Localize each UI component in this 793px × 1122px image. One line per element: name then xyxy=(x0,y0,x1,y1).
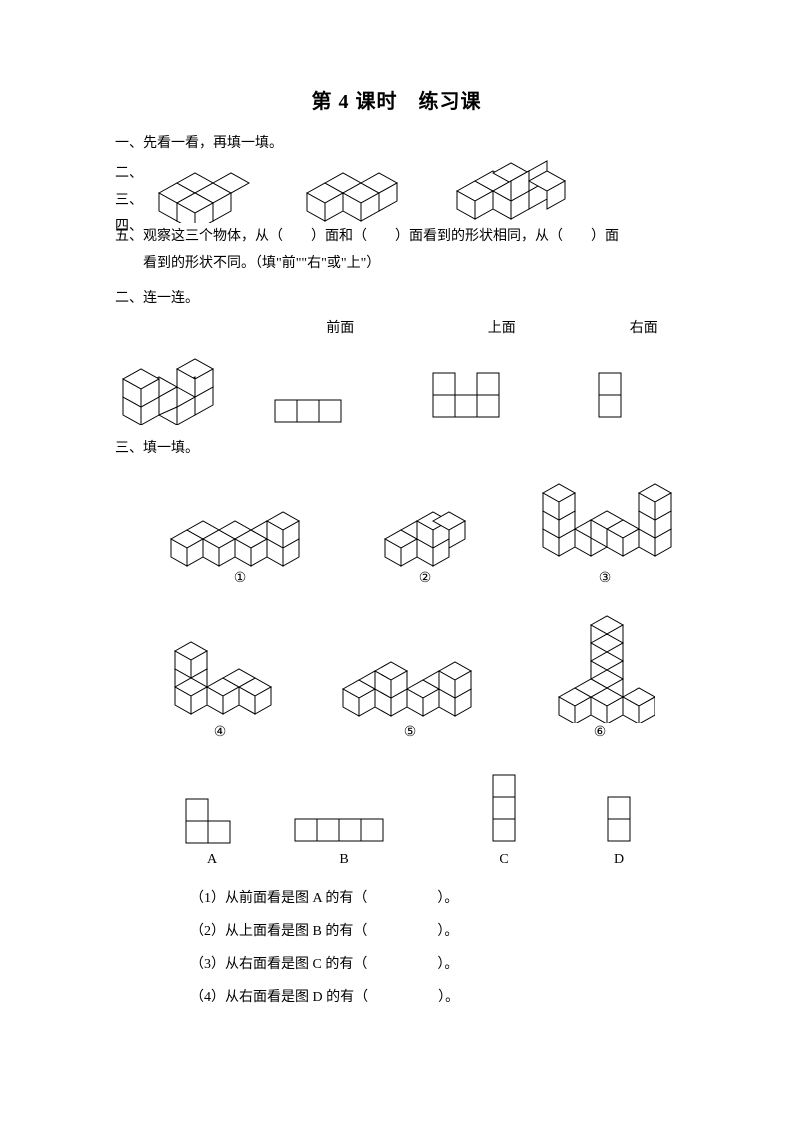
q3-labels-row-1: ① ② ③ xyxy=(165,570,678,587)
q3-num-label: ③ xyxy=(535,570,675,587)
q1-side-marker: 二、 xyxy=(115,162,143,186)
q3-num-label: ⑥ xyxy=(545,724,655,741)
q3-letter-label: C xyxy=(484,852,524,868)
q2-view-2 xyxy=(425,365,515,425)
q3-labels-row-3: A B C D xyxy=(180,852,678,868)
q3-sublist: （1）从前面看是图 A 的有（ ）。 （2）从上面看是图 B 的有（ ）。 （3… xyxy=(190,884,678,1013)
q1-heading: 一、先看一看，再填一填。 xyxy=(115,132,678,156)
q1-fig-1 xyxy=(149,163,259,223)
q1-fig-3 xyxy=(449,159,569,223)
q3-fig-3 xyxy=(535,469,675,569)
page-title: 第 4 课时 练习课 xyxy=(115,85,678,114)
q3-num-label: ② xyxy=(375,570,475,587)
q3-letter-label: D xyxy=(599,852,639,868)
q3-letter-label: A xyxy=(180,852,244,868)
q3-fig-1 xyxy=(165,493,315,569)
q1-text-line-1: 五、观察这三个物体，从（ ）面和（ ）面看到的形状相同，从（ ）面 xyxy=(115,225,678,249)
q3-view-C xyxy=(484,769,524,849)
q3-sub-4: （4）从右面看是图 D 的有（ ）。 xyxy=(190,983,678,1013)
q2-labels-row: 前面 上面 右面 xyxy=(115,317,678,337)
q3-row-2 xyxy=(165,603,678,723)
q3-row-3 xyxy=(180,769,678,849)
q3-num-label: ① xyxy=(165,570,315,587)
q3-fig-4 xyxy=(165,627,275,723)
q2-heading: 二、连一连。 xyxy=(115,287,678,311)
q3-view-D xyxy=(599,789,639,849)
q1-text-line-2: 看到的形状不同。（填"前""右"或"上"） xyxy=(115,252,678,276)
q2-view-3 xyxy=(590,365,630,425)
q3-sub-2: （2）从上面看是图 B 的有（ ）。 xyxy=(190,917,678,947)
q3-num-label: ⑤ xyxy=(335,724,485,741)
q2-view-1 xyxy=(270,375,350,425)
q3-view-B xyxy=(289,809,399,849)
q3-view-A xyxy=(180,793,244,849)
q1-side-marker: 四、 xyxy=(115,215,143,239)
q3-letter-label: B xyxy=(289,852,399,868)
q3-sub-3: （3）从右面看是图 C 的有（ ）。 xyxy=(190,950,678,980)
q2-label-top: 上面 xyxy=(468,317,537,337)
q3-fig-6 xyxy=(545,603,655,723)
q3-heading: 三、填一填。 xyxy=(115,437,678,461)
q3-labels-row-2: ④ ⑤ ⑥ xyxy=(165,724,678,741)
q3-sub-1: （1）从前面看是图 A 的有（ ）。 xyxy=(190,884,678,914)
q3-num-label: ④ xyxy=(165,724,275,741)
q1-side-marker: 三、 xyxy=(115,189,143,213)
q3-fig-2 xyxy=(375,493,475,569)
q3-row-1 xyxy=(165,469,678,569)
q2-figures-row xyxy=(115,347,678,425)
q1-figures-row xyxy=(149,159,678,223)
q1-fig-2 xyxy=(299,163,409,223)
q3-fig-5 xyxy=(335,637,485,723)
q2-label-front: 前面 xyxy=(306,317,375,337)
q2-3d-fig xyxy=(115,347,225,425)
q2-label-right: 右面 xyxy=(609,317,678,337)
